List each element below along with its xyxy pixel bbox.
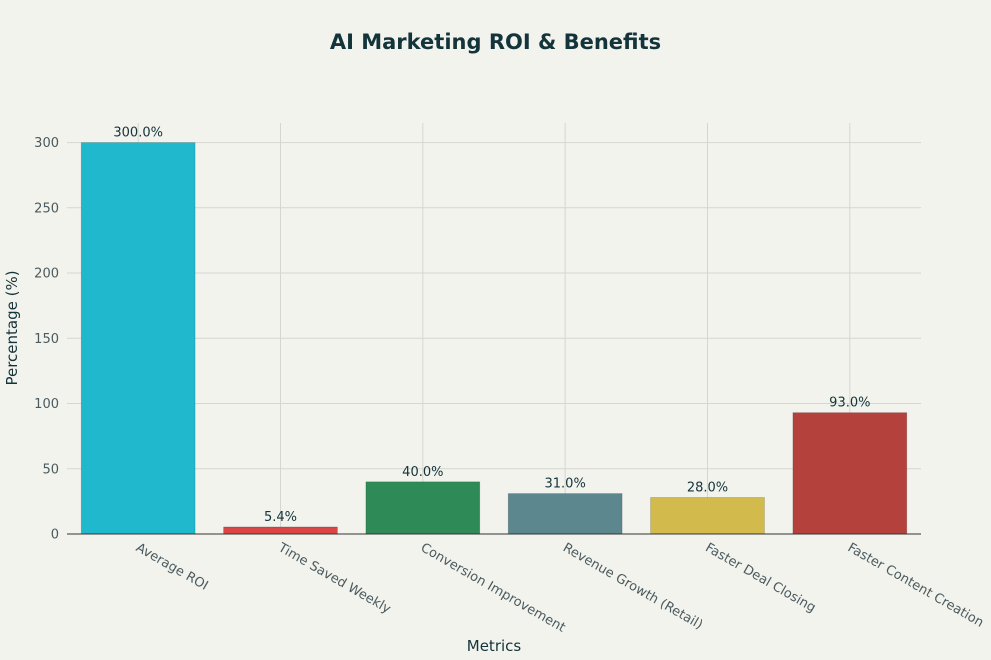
y-tick-label: 250 [34, 201, 59, 216]
y-tick-label: 200 [34, 267, 59, 282]
y-tick-label: 150 [34, 332, 59, 347]
y-tick-label: 100 [34, 397, 59, 412]
data-labels: 300.0% 5.4% 40.0% 31.0% 28.0% 93.0% [113, 126, 870, 525]
bar-value-label: 300.0% [113, 126, 163, 141]
bar-value-label: 40.0% [402, 465, 443, 480]
y-axis-title: Percentage (%) [3, 270, 21, 385]
chart-title: AI Marketing ROI & Benefits [330, 30, 661, 54]
x-tick-label: Conversion Improvement [418, 540, 568, 635]
y-tick-label: 300 [34, 136, 59, 151]
y-tick-label: 50 [42, 462, 59, 477]
bar-value-label: 93.0% [829, 396, 870, 411]
bar [80, 142, 196, 535]
y-tick-label: 0 [51, 528, 59, 543]
y-axis: 0 50 100 150 200 250 300 [34, 136, 59, 542]
x-axis: Average ROI Time Saved Weekly Conversion I… [67, 533, 986, 636]
x-tick-label: Time Saved Weekly [275, 540, 394, 617]
bar [507, 493, 623, 535]
bars [80, 142, 908, 535]
bar [365, 481, 481, 535]
x-tick-label: Revenue Growth (Retail) [560, 540, 705, 632]
bar-value-label: 5.4% [264, 510, 297, 525]
x-tick-label: Faster Content Creation [845, 540, 986, 630]
bar-value-label: 31.0% [545, 477, 586, 492]
bar [792, 412, 908, 535]
x-axis-title: Metrics [467, 637, 522, 655]
x-tick-label: Faster Deal Closing [703, 540, 819, 615]
bar [223, 526, 338, 535]
bar [650, 497, 765, 535]
bar-value-label: 28.0% [687, 480, 728, 495]
x-tick-label: Average ROI [133, 540, 210, 593]
grid [67, 123, 921, 534]
